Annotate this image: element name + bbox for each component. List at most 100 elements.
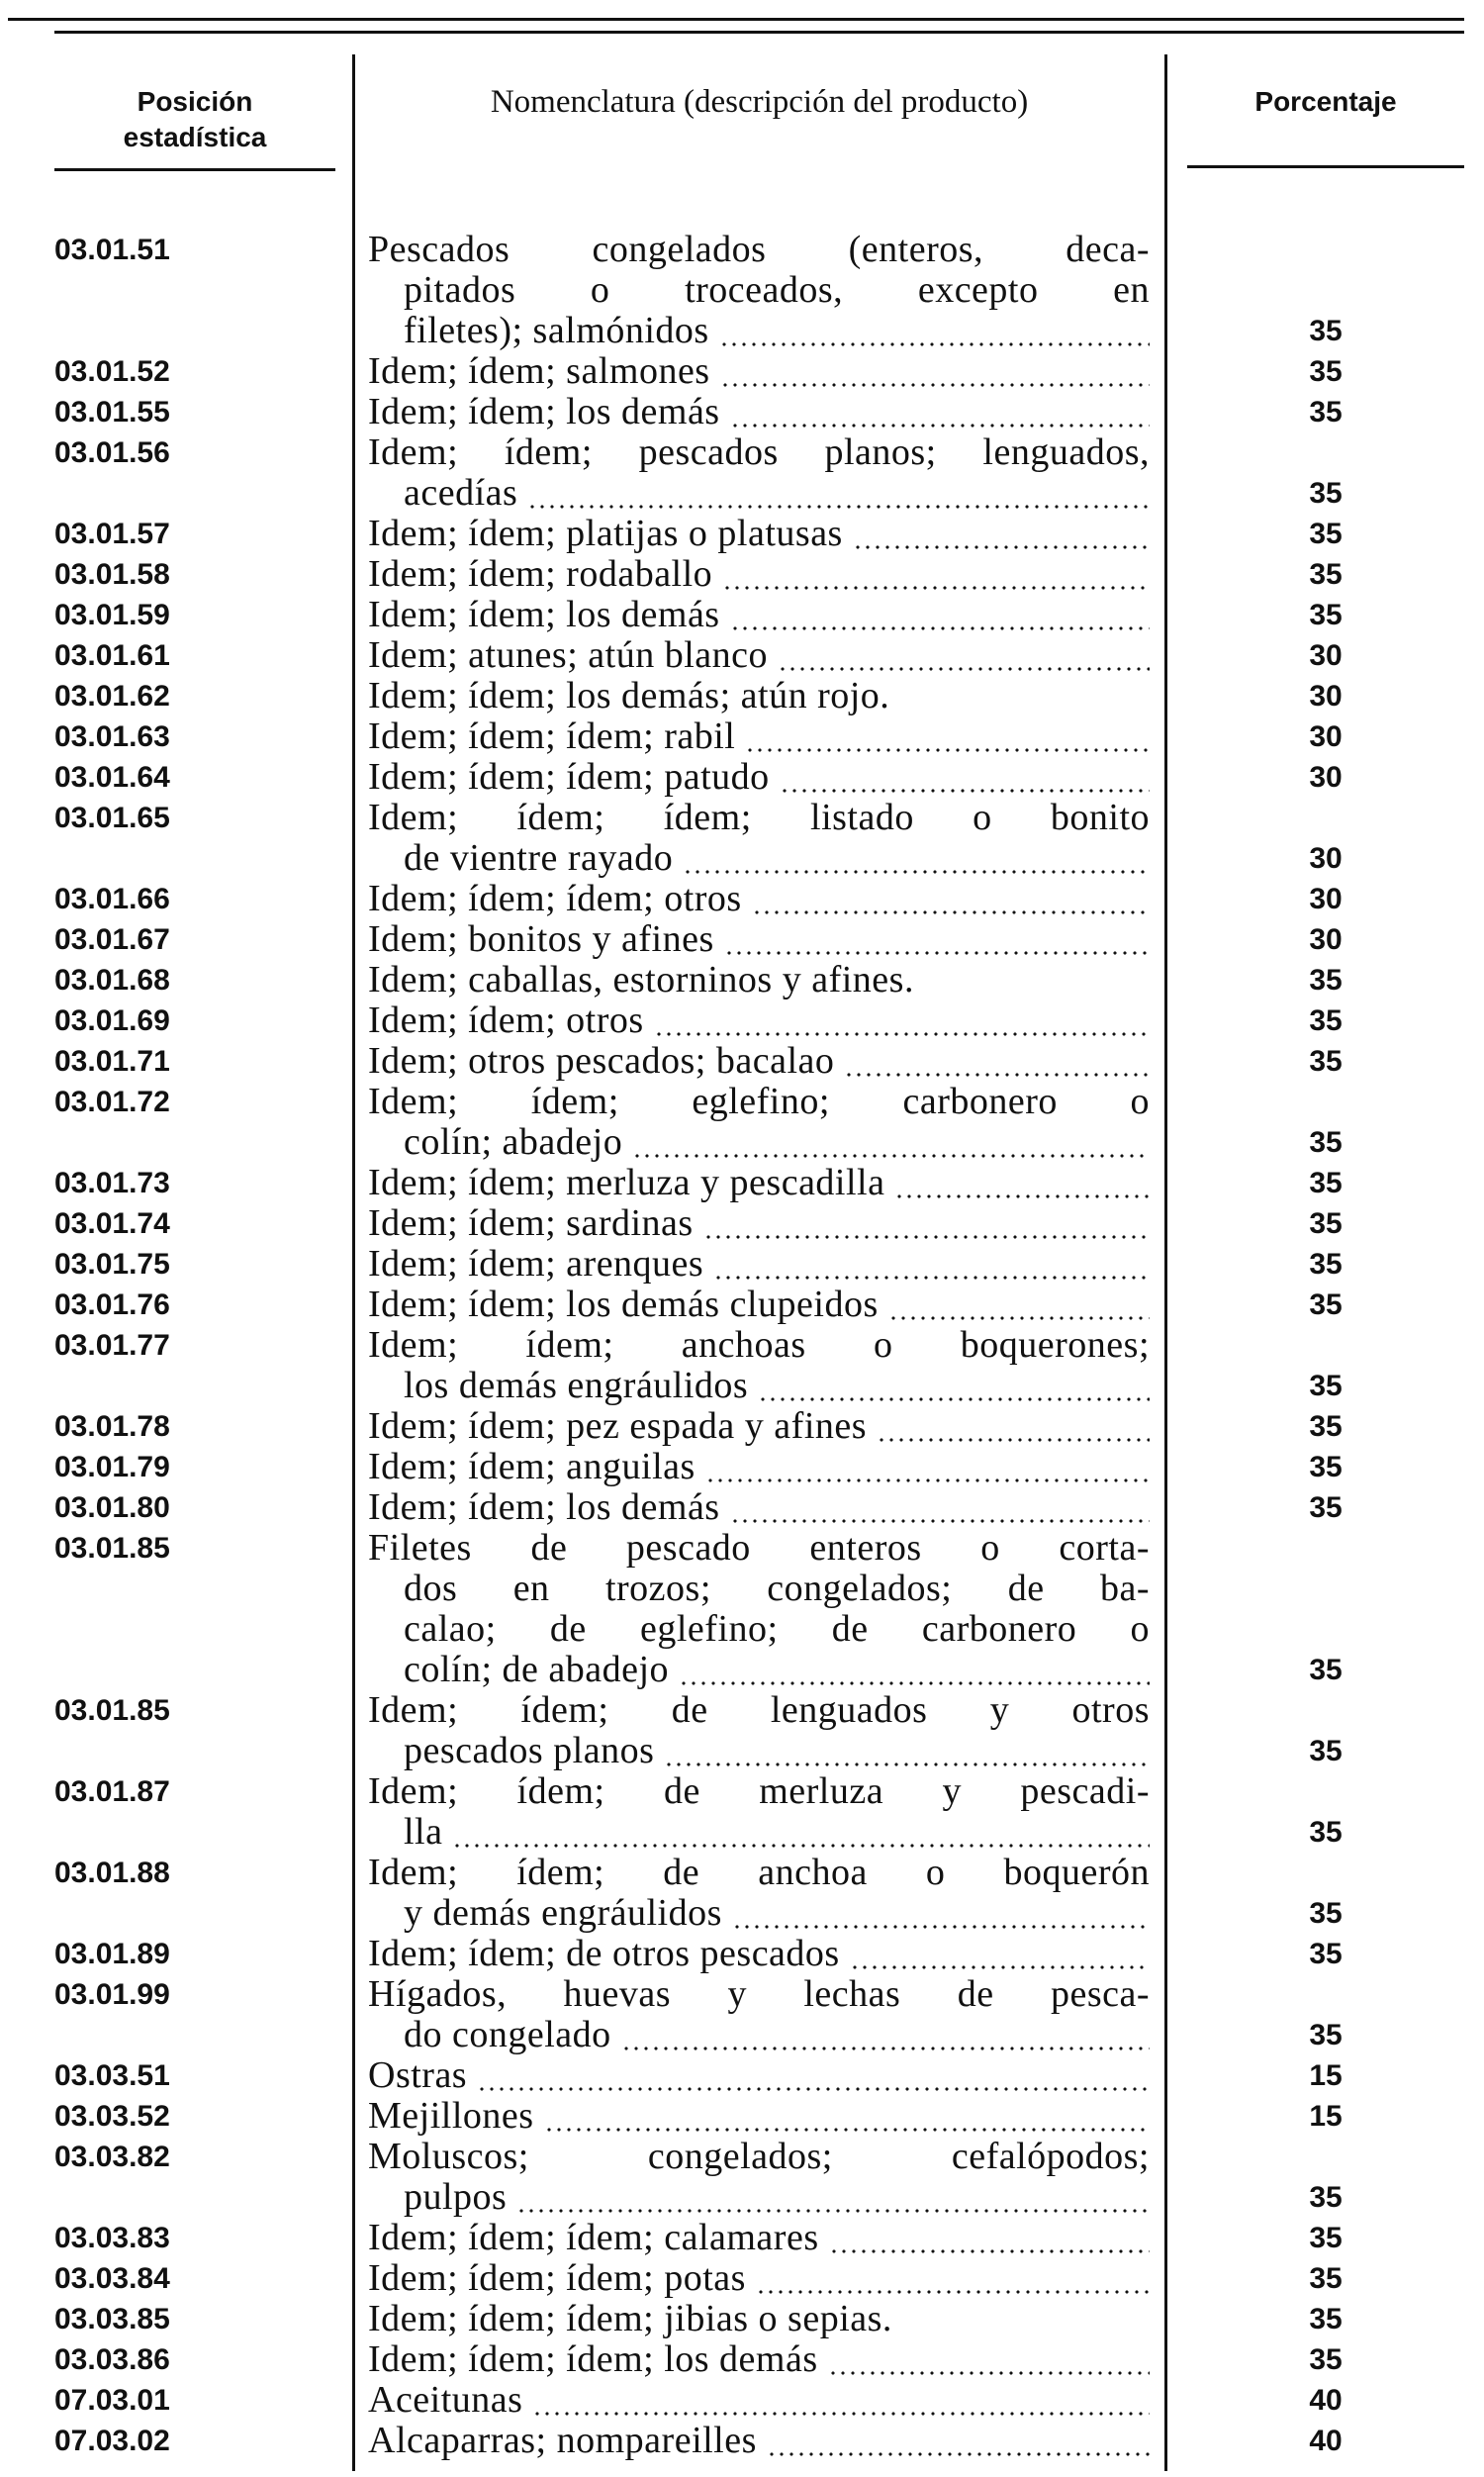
dot-leader <box>452 1812 1150 1853</box>
percentage: 35 <box>1309 964 1343 997</box>
dot-leader <box>755 2258 1150 2299</box>
description-line: Idem; ídem; pez espada y afines <box>368 1406 1150 1447</box>
description-text: Idem; ídem; anchoas o boquerones; <box>368 1324 1150 1366</box>
top-rule <box>8 18 1464 21</box>
description-line: Idem; ídem; los demás <box>368 392 1150 432</box>
description-line: Idem; ídem; merluza y pescadilla <box>368 1163 1150 1203</box>
description-line: Idem; ídem; ídem; los demás <box>368 2339 1150 2380</box>
percentage: 30 <box>1309 883 1343 915</box>
description-line: los demás engráulidos <box>404 1366 1150 1406</box>
description-line: Idem; ídem; ídem; listado o bonito <box>368 798 1150 838</box>
header-description: Nomenclatura (descripción del producto) <box>490 84 1029 120</box>
position-code: 03.01.59 <box>54 599 170 631</box>
description-line: Mejillones <box>368 2096 1150 2137</box>
description-text: Idem; otros pescados; bacalao <box>368 1040 835 1082</box>
position-code: 03.01.68 <box>54 964 170 997</box>
description-text: colín; abadejo <box>404 1121 623 1163</box>
description-line: Idem; ídem; de lenguados y otros <box>368 1690 1150 1731</box>
description-text: Idem; ídem; ídem; listado o bonito <box>368 797 1150 838</box>
description-line: Idem; ídem; los demás clupeidos <box>368 1285 1150 1325</box>
position-code: 03.01.87 <box>54 1775 170 1808</box>
description-text: Hígados, huevas y lechas de pesca- <box>368 1973 1150 2015</box>
percentage: 35 <box>1309 1167 1343 1199</box>
description-text: Aceitunas <box>368 2379 523 2421</box>
position-code: 03.01.57 <box>54 518 170 550</box>
position-code: 03.01.69 <box>54 1004 170 1037</box>
position-code: 03.01.79 <box>54 1451 170 1483</box>
dot-leader <box>718 311 1150 351</box>
position-code: 03.01.76 <box>54 1288 170 1321</box>
dot-leader <box>745 716 1150 757</box>
dot-leader <box>778 635 1150 676</box>
description-line: Idem; ídem; ídem; potas <box>368 2258 1150 2299</box>
description-text: Filetes de pescado enteros o corta- <box>368 1527 1150 1569</box>
percentage: 30 <box>1309 761 1343 794</box>
description-text: Idem; ídem; eglefino; carbonero o <box>368 1081 1150 1122</box>
percentage: 35 <box>1309 1897 1343 1930</box>
position-code: 03.01.73 <box>54 1167 170 1199</box>
dot-leader <box>894 1163 1150 1203</box>
dot-leader <box>723 919 1150 960</box>
description-line: Hígados, huevas y lechas de pesca- <box>368 1974 1150 2015</box>
percentage: 40 <box>1309 2384 1343 2417</box>
percentage: 35 <box>1309 1816 1343 1849</box>
dot-leader <box>719 351 1150 392</box>
percentage: 35 <box>1309 1370 1343 1402</box>
description-text: Idem; ídem; los demás; atún rojo. <box>368 675 890 716</box>
dot-leader <box>722 554 1150 595</box>
dot-leader <box>852 514 1150 554</box>
description-text: Ostras <box>368 2054 468 2096</box>
description-text: Idem; ídem; ídem; calamares <box>368 2217 819 2258</box>
description-line: colín; de abadejo <box>404 1650 1150 1690</box>
position-code: 03.01.65 <box>54 802 170 834</box>
dot-leader <box>729 392 1150 432</box>
position-code: 03.03.84 <box>54 2262 170 2295</box>
description-text: Idem; ídem; ídem; patudo <box>368 756 770 798</box>
dot-leader <box>702 1203 1150 1244</box>
position-code: 03.01.52 <box>54 355 170 388</box>
description-text: do congelado <box>404 2014 611 2055</box>
description-text: Idem; ídem; rodaballo <box>368 553 713 595</box>
description-text: Idem; ídem; otros <box>368 1000 644 1041</box>
percentage: 30 <box>1309 639 1343 672</box>
description-line: de vientre rayado <box>404 838 1150 879</box>
description-line: do congelado <box>404 2015 1150 2055</box>
position-code: 03.01.75 <box>54 1248 170 1281</box>
description-line: Idem; ídem; eglefino; carbonero o <box>368 1082 1150 1122</box>
position-code: 03.01.72 <box>54 1086 170 1118</box>
dot-leader <box>887 1285 1150 1325</box>
position-code: 03.03.51 <box>54 2059 170 2092</box>
description-line: Idem; ídem; ídem; rabil <box>368 716 1150 757</box>
description-line: Idem; ídem; rodaballo <box>368 554 1150 595</box>
description-text: Idem; ídem; de otros pescados <box>368 1933 840 1974</box>
description-line: Moluscos; congelados; cefalópodos; <box>368 2137 1150 2177</box>
dot-leader <box>664 1731 1150 1771</box>
dot-leader <box>477 2055 1150 2096</box>
description-line: Idem; ídem; arenques <box>368 1244 1150 1285</box>
description-line: pulpos <box>404 2177 1150 2218</box>
header-underline <box>54 168 335 171</box>
position-code: 03.01.88 <box>54 1857 170 1889</box>
description-text: Idem; caballas, estorninos y afines. <box>368 959 914 1000</box>
description-text: Idem; ídem; platijas o platusas <box>368 513 843 554</box>
dot-leader <box>828 2218 1150 2258</box>
percentage: 35 <box>1309 1248 1343 1281</box>
description-text: Idem; ídem; merluza y pescadilla <box>368 1162 885 1203</box>
position-code: 03.01.77 <box>54 1329 170 1362</box>
position-code: 03.03.82 <box>54 2141 170 2173</box>
description-text: pescados planos <box>404 1730 655 1771</box>
dot-leader <box>527 473 1150 514</box>
dot-leader <box>704 1447 1150 1487</box>
dot-leader <box>713 1244 1150 1285</box>
description-text: Idem; bonitos y afines <box>368 918 714 960</box>
percentage: 35 <box>1309 1491 1343 1524</box>
dot-leader <box>758 1366 1150 1406</box>
description-line: Idem; otros pescados; bacalao <box>368 1041 1150 1082</box>
description-text: Idem; ídem; de anchoa o boquerón <box>368 1852 1150 1893</box>
description-text: Idem; ídem; los demás <box>368 391 720 432</box>
description-text: Idem; ídem; ídem; rabil <box>368 715 736 757</box>
description-line: acedías <box>404 473 1150 514</box>
header-percentage: Porcentaje <box>1254 86 1397 117</box>
dot-leader <box>844 1041 1150 1082</box>
